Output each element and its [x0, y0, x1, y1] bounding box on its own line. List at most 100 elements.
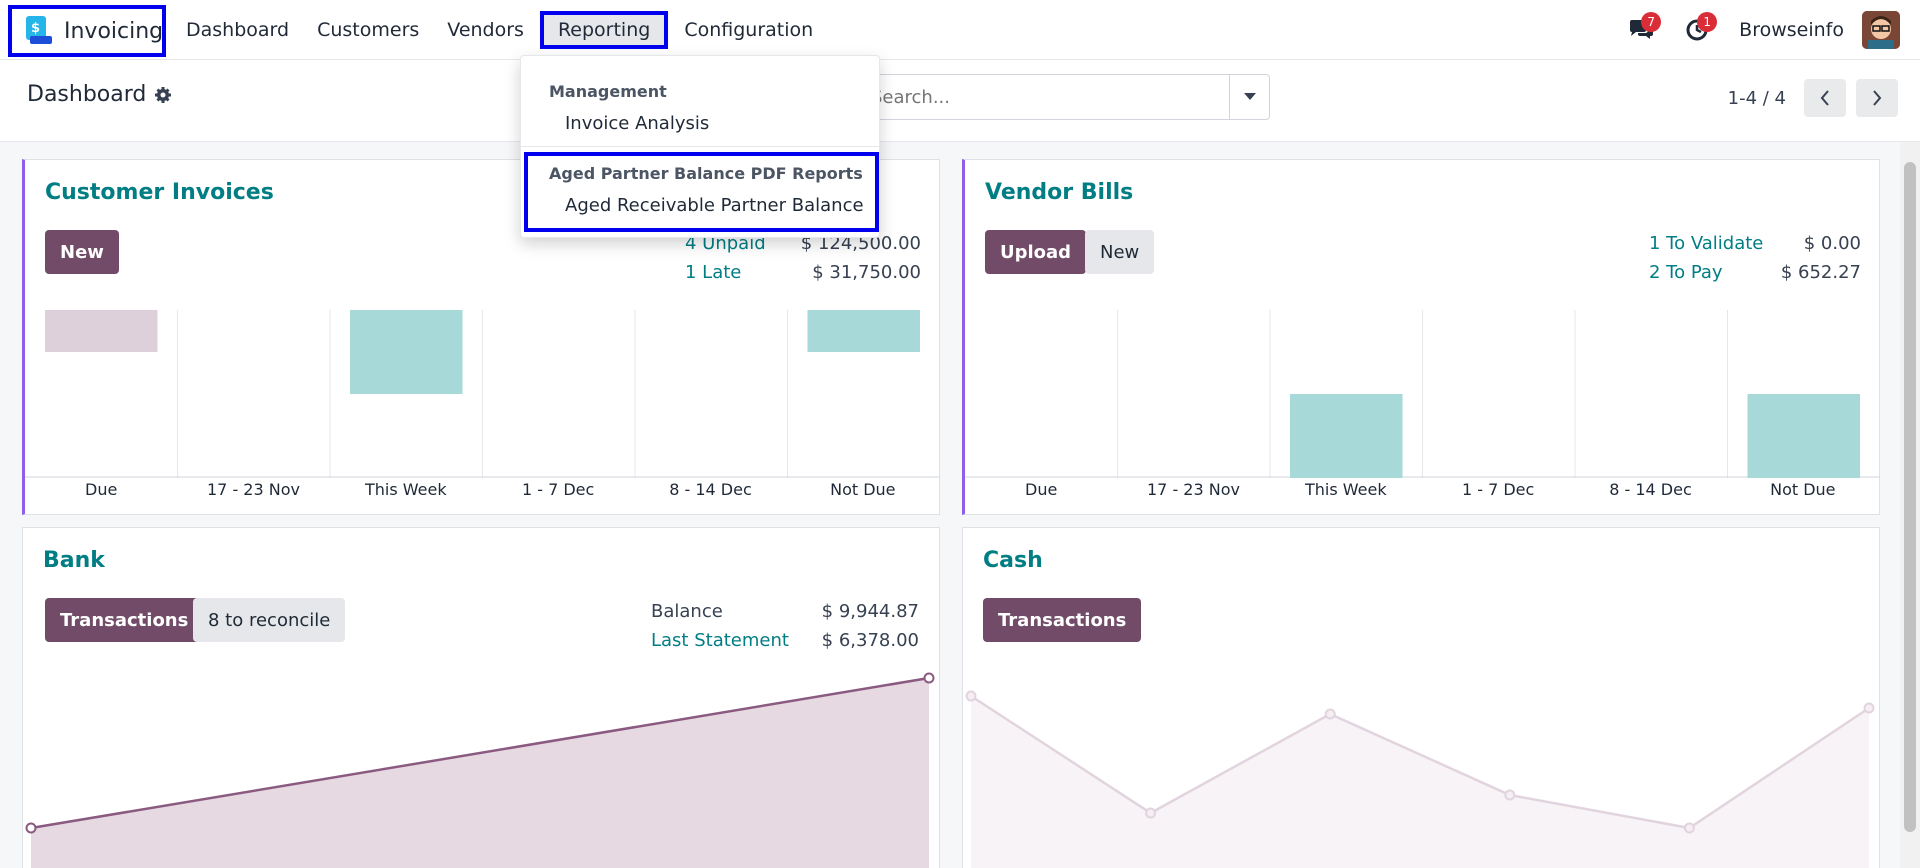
stat-late-value: $ 31,750.00 [812, 262, 921, 283]
pager-value[interactable]: 1-4 / 4 [1727, 87, 1786, 109]
cash-balance-chart [965, 690, 1875, 868]
customer-invoices-bar[interactable] [45, 310, 158, 352]
menu-vendors[interactable]: Vendors [447, 19, 524, 41]
x-label: 8 - 14 Dec [1609, 480, 1692, 499]
bank-balance-line [30, 676, 930, 830]
user-name[interactable]: Browseinfo [1739, 19, 1844, 41]
vendor-bills-new-button[interactable]: New [1085, 230, 1155, 274]
bank-balance-area [31, 678, 929, 868]
cash-title[interactable]: Cash [983, 548, 1043, 573]
x-label: 1 - 7 Dec [1461, 480, 1535, 499]
stat-row: 1 To Validate $ 0.00 [1649, 229, 1861, 258]
bank-reconcile-button[interactable]: 8 to reconcile [193, 598, 346, 642]
customer-invoices-chart-svg [25, 310, 940, 478]
bank-stats: Balance $ 9,944.87 Last Statement $ 6,37… [651, 597, 919, 655]
stat-row: 2 To Pay $ 652.27 [1649, 258, 1861, 287]
cash-balance-point[interactable] [1324, 708, 1336, 720]
customer-invoices-stats: 4 Unpaid $ 124,500.00 1 Late $ 31,750.00 [685, 229, 921, 287]
stat-late-label[interactable]: 1 Late [685, 262, 742, 283]
cash-balance-point[interactable] [1504, 789, 1516, 801]
pager-next-button[interactable] [1856, 79, 1898, 117]
vendor-bills-card: Vendor Bills Upload New 1 To Validate $ … [962, 159, 1880, 515]
cash-card: Cash Transactions [962, 527, 1880, 868]
stat-row: 1 Late $ 31,750.00 [685, 258, 921, 287]
menu-dashboard[interactable]: Dashboard [186, 19, 290, 41]
messages-systray[interactable]: 7 [1613, 10, 1669, 50]
bank-balance-chart [25, 672, 935, 868]
stat-to-validate-value: $ 0.00 [1803, 233, 1861, 254]
stat-unpaid-value: $ 124,500.00 [800, 233, 921, 254]
x-label: Not Due [830, 480, 896, 499]
stat-balance-value: $ 9,944.87 [821, 601, 919, 622]
bank-balance-point[interactable] [25, 822, 37, 834]
chevron-left-icon [1820, 90, 1829, 106]
stat-row: 4 Unpaid $ 124,500.00 [685, 229, 921, 258]
content-scrollbar[interactable] [1900, 142, 1920, 868]
x-label: Not Due [1770, 480, 1836, 499]
pager-previous-button[interactable] [1804, 79, 1846, 117]
menu-configuration[interactable]: Configuration [684, 19, 814, 41]
reporting-dropdown-menu: Management Invoice Analysis Aged Partner… [520, 55, 880, 238]
customer-invoices-bar[interactable] [350, 310, 463, 394]
messages-badge: 7 [1641, 12, 1662, 32]
stat-row: Balance $ 9,944.87 [651, 597, 919, 626]
vendor-bills-chart [965, 310, 1880, 478]
chevron-right-icon [1873, 90, 1882, 106]
cash-balance-point[interactable] [965, 690, 977, 702]
vendor-bills-bar[interactable] [1747, 394, 1861, 478]
activities-systray[interactable]: 1 [1669, 10, 1725, 50]
x-label: 17 - 23 Nov [207, 480, 300, 499]
x-label: 1 - 7 Dec [521, 480, 595, 499]
x-label: This Week [365, 480, 447, 499]
stat-to-pay-value: $ 652.27 [1780, 262, 1861, 283]
cash-transactions-button[interactable]: Transactions [983, 598, 1142, 642]
bank-balance-point[interactable] [923, 672, 935, 684]
cash-balance-point[interactable] [1863, 702, 1875, 714]
app-brand[interactable]: $ Invoicing [8, 5, 166, 57]
top-navbar: $ Invoicing Dashboard Customers Vendors … [0, 0, 1920, 60]
dropdown-highlight-box [524, 152, 879, 232]
customer-invoices-chart [25, 310, 940, 478]
page-title-text: Dashboard [27, 82, 147, 107]
vendor-bills-chart-svg [965, 310, 1880, 478]
x-label: Due [1025, 480, 1058, 499]
control-panel: Dashboard 1-4 / 4 [0, 60, 1920, 142]
bank-card: Bank Transactions 8 to reconcile Balance… [22, 527, 940, 868]
x-label: This Week [1305, 480, 1387, 499]
dropdown-item-invoice-analysis[interactable]: Invoice Analysis [565, 113, 710, 134]
stat-last-statement-value: $ 6,378.00 [821, 630, 919, 651]
pager: 1-4 / 4 [1728, 79, 1898, 117]
stat-last-statement-label[interactable]: Last Statement [651, 630, 789, 651]
stat-to-pay-label[interactable]: 2 To Pay [1649, 262, 1723, 283]
gear-icon[interactable] [154, 86, 172, 104]
page-title: Dashboard [27, 82, 172, 107]
dashboard-content: Customer Invoices New 4 Unpaid $ 124,500… [0, 142, 1920, 868]
search-options-toggle[interactable] [1229, 75, 1269, 119]
customer-invoices-x-axis: Due 17 - 23 Nov This Week 1 - 7 Dec 8 - … [25, 480, 939, 510]
stat-unpaid-label[interactable]: 4 Unpaid [685, 233, 766, 254]
dropdown-item-aged-receivable[interactable]: Aged Receivable Partner Balance [565, 195, 864, 216]
cash-balance-point[interactable] [1145, 807, 1157, 819]
bank-title[interactable]: Bank [43, 548, 105, 573]
cash-balance-point[interactable] [1683, 822, 1695, 834]
x-label: 8 - 14 Dec [669, 480, 752, 499]
user-avatar[interactable] [1862, 11, 1900, 49]
x-label: 17 - 23 Nov [1147, 480, 1240, 499]
stat-to-validate-label[interactable]: 1 To Validate [1649, 233, 1764, 254]
scrollbar-thumb[interactable] [1904, 162, 1916, 832]
customer-invoices-new-button[interactable]: New [45, 230, 119, 274]
activities-badge: 1 [1697, 12, 1718, 32]
customer-invoices-bar[interactable] [807, 310, 921, 352]
main-menu: Dashboard Customers Vendors Reporting Co… [172, 0, 827, 60]
vendor-bills-upload-button[interactable]: Upload [985, 230, 1087, 274]
vendor-bills-title[interactable]: Vendor Bills [985, 180, 1134, 205]
dropdown-section-aged-partner-balance: Aged Partner Balance PDF Reports [549, 164, 863, 183]
bank-transactions-button[interactable]: Transactions [45, 598, 204, 642]
menu-reporting[interactable]: Reporting [539, 11, 669, 49]
customer-invoices-title[interactable]: Customer Invoices [45, 180, 274, 205]
menu-customers[interactable]: Customers [317, 19, 420, 41]
stat-row: Last Statement $ 6,378.00 [651, 626, 919, 655]
vendor-bills-x-axis: Due 17 - 23 Nov This Week 1 - 7 Dec 8 - … [965, 480, 1879, 510]
x-label: Due [85, 480, 118, 499]
vendor-bills-bar[interactable] [1290, 394, 1403, 478]
